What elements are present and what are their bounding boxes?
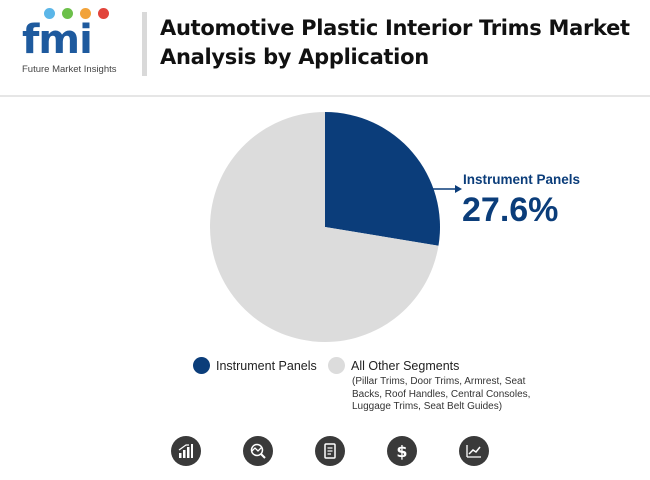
report-document-icon[interactable]: [315, 436, 345, 466]
legend-item-all-other-segments: All Other Segments: [328, 357, 459, 374]
pie-chart: [209, 112, 462, 342]
dollar-icon[interactable]: $: [387, 436, 417, 466]
callout-arrow: [432, 185, 462, 193]
growth-chart-icon[interactable]: [171, 436, 201, 466]
logo-tagline: Future Market Insights: [22, 64, 117, 75]
callout-label: Instrument Panels: [463, 172, 581, 187]
logo-letters: fmi: [22, 17, 93, 63]
page-title: Automotive Plastic Interior Trims Market…: [160, 16, 630, 69]
legend-swatch: [328, 357, 345, 374]
callout-value: 27.6%: [462, 191, 559, 229]
legend-note: (Pillar Trims, Door Trims, Armrest, Seat…: [352, 376, 531, 412]
logo-dot-icon: [62, 8, 73, 19]
pie-slices: [209, 112, 440, 342]
header-divider: [0, 95, 650, 97]
logo-dot-icon: [98, 8, 109, 19]
market-analysis-icon[interactable]: [243, 436, 273, 466]
svg-text:$: $: [396, 442, 407, 460]
pie-slice-instrument-panels: [325, 112, 440, 246]
title-accent-bar: [142, 12, 147, 76]
logo-dot-icon: [80, 8, 91, 19]
logo-icons: [44, 8, 124, 22]
logo-dot-icon: [44, 8, 55, 19]
fmi-logo[interactable]: fmi Future Market Insights: [22, 8, 134, 78]
header: fmi Future Market Insights Automotive Pl…: [0, 0, 650, 95]
legend-label: Instrument Panels: [216, 358, 317, 373]
legend-swatch: [193, 357, 210, 374]
legend-item-instrument-panels: Instrument Panels: [193, 357, 317, 374]
trend-chart-icon[interactable]: [459, 436, 489, 466]
legend-label: All Other Segments: [351, 358, 460, 373]
pie-slice-all-other-segments: [209, 112, 439, 342]
